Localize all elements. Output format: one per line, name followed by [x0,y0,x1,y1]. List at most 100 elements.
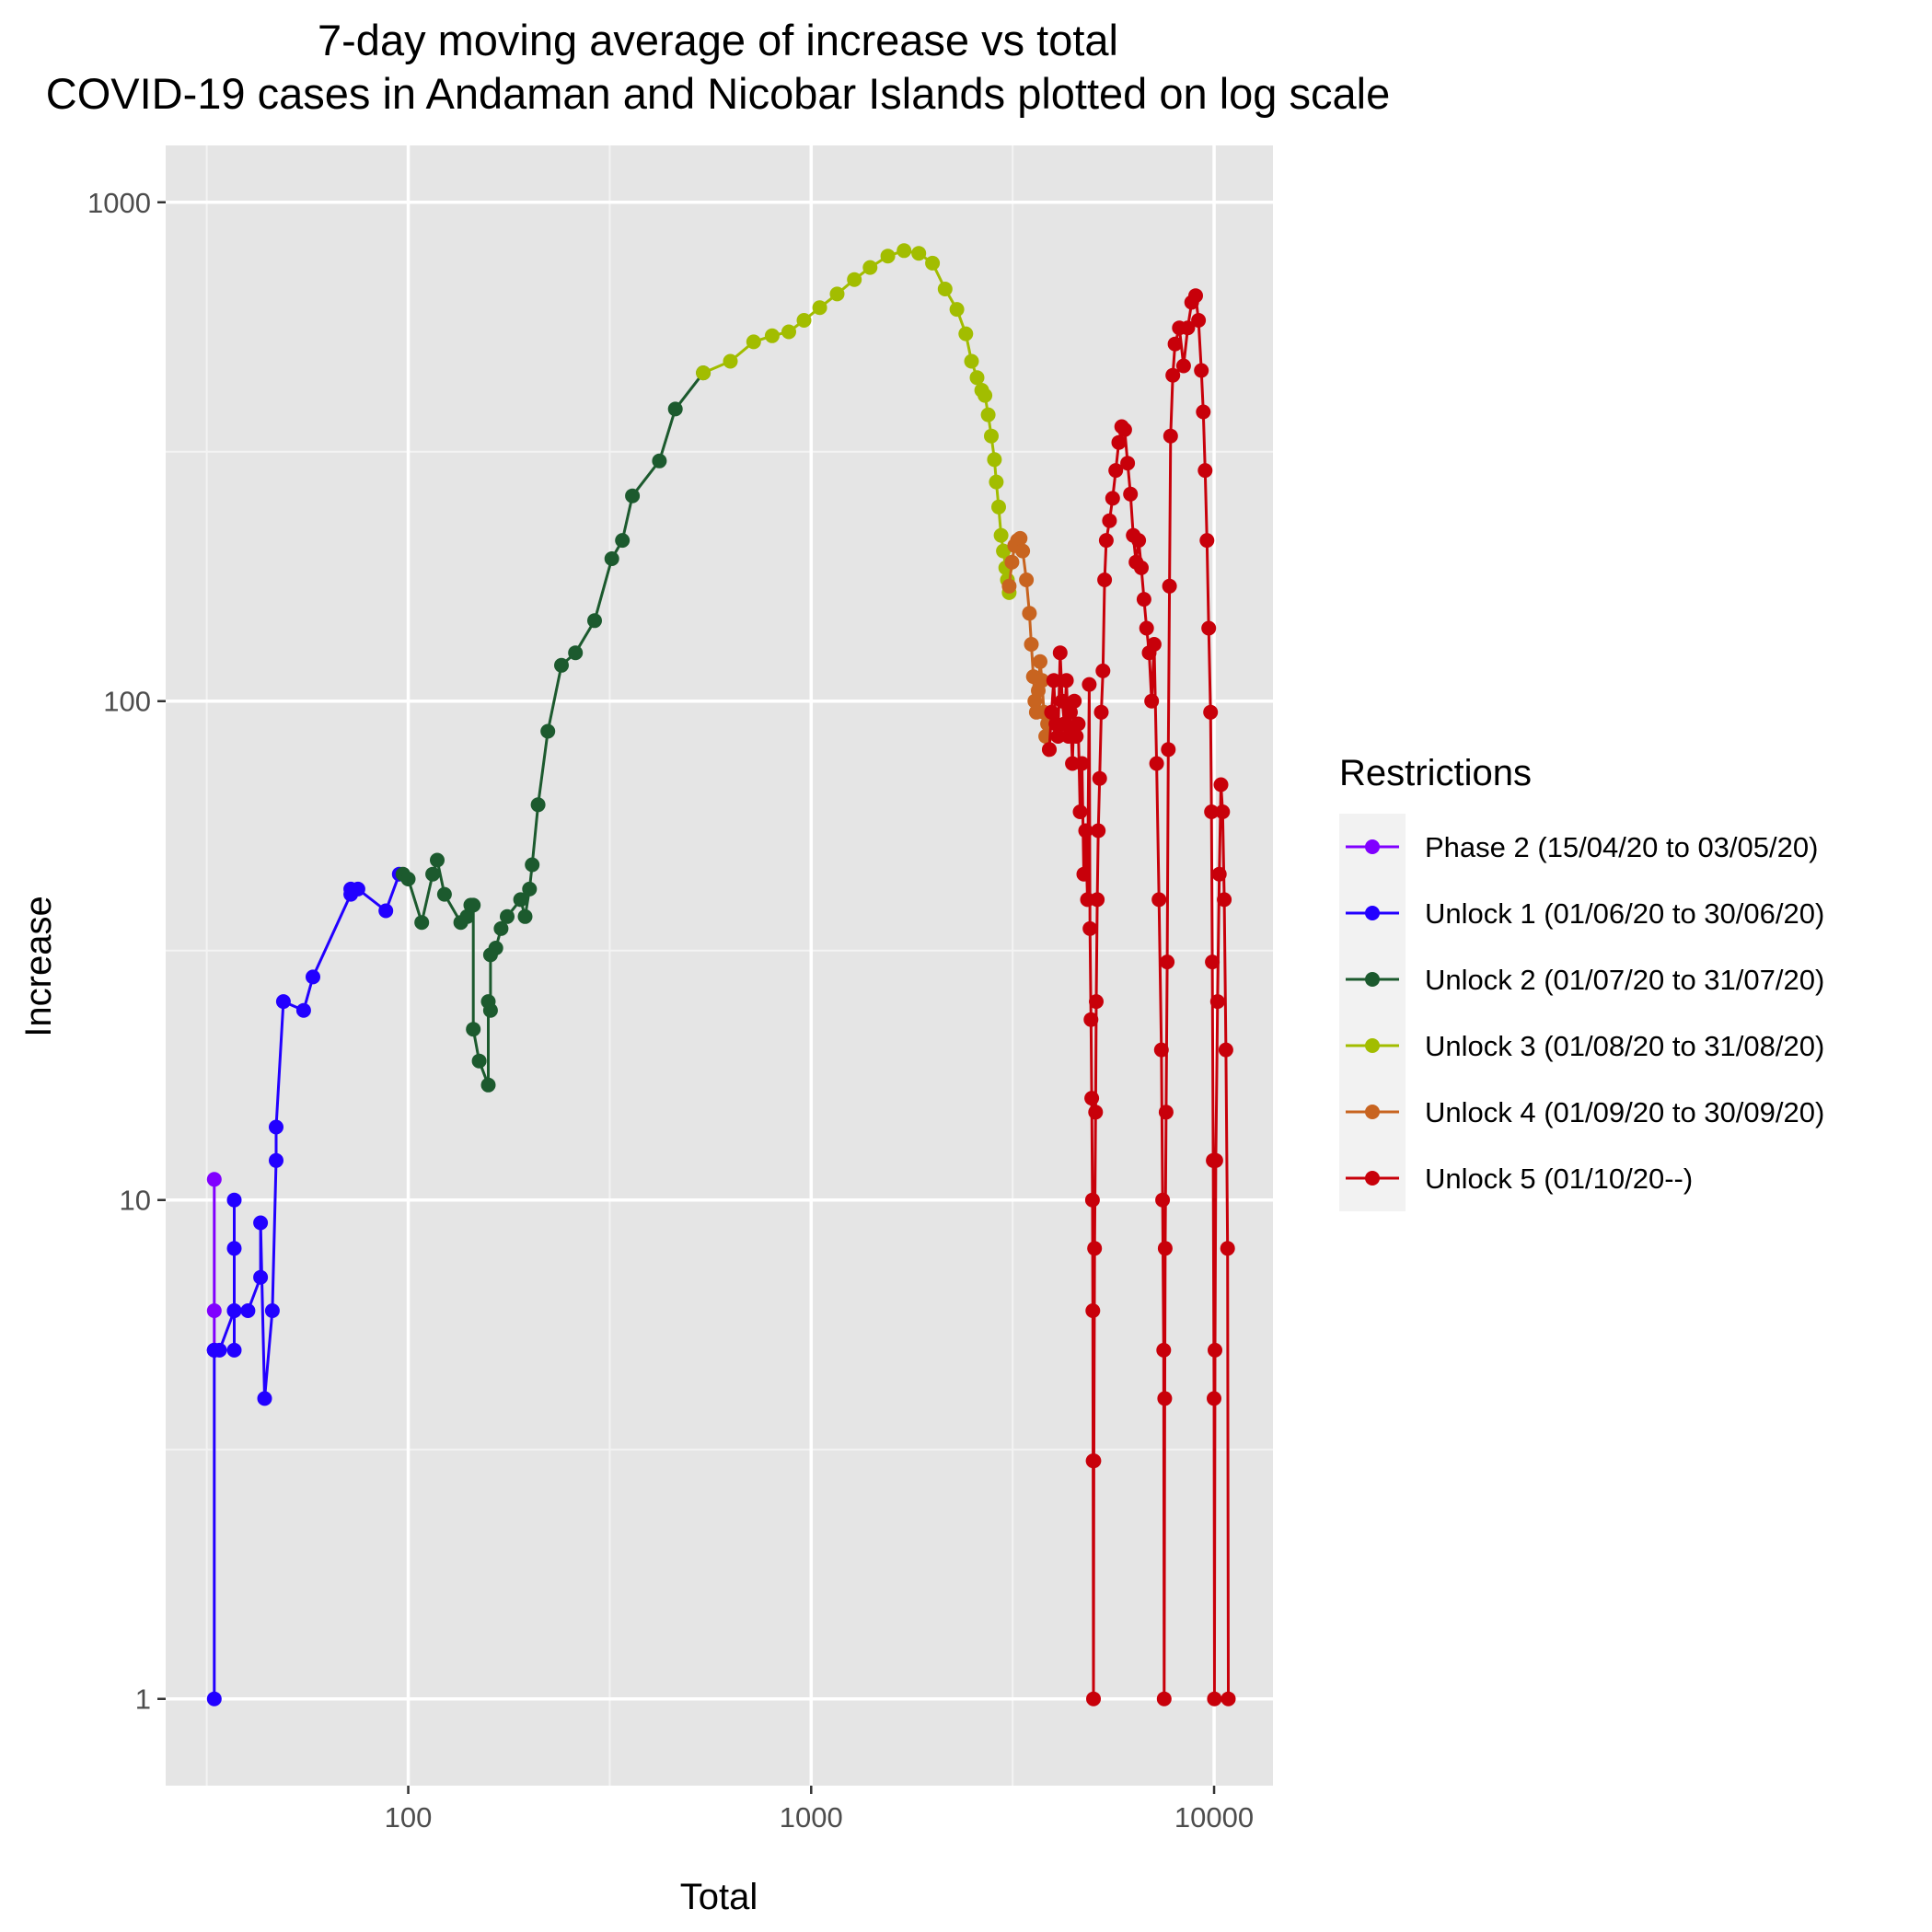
data-point [781,324,796,340]
data-point [1091,823,1106,839]
data-point [1012,530,1028,546]
data-point [530,797,546,813]
data-point [1033,654,1047,669]
data-point [459,908,475,924]
data-point [482,1002,498,1018]
data-point [1211,866,1227,882]
data-point [1188,288,1203,304]
data-point [1208,1152,1223,1168]
data-point [1213,777,1229,792]
title-line-1: 7-day moving average of increase vs tota… [318,16,1118,64]
data-point [1207,1691,1222,1706]
data-point [1111,434,1127,450]
y-tick-label: 1 [135,1683,151,1716]
data-point [1217,892,1232,908]
data-point [513,892,528,908]
data-point [812,300,827,316]
data-point [1082,677,1097,692]
data-point [1175,358,1191,374]
data-point [1095,663,1111,678]
data-point [568,645,584,661]
data-point [1042,742,1057,758]
data-point [554,657,569,673]
data-point [226,1241,242,1256]
x-axis-ticks: 100 1000 10000 [385,1786,1254,1834]
data-point [1078,823,1093,839]
data-point [1072,804,1088,819]
data-point [378,903,394,919]
data-point [1196,404,1211,420]
data-point [1087,1241,1103,1256]
data-point [615,533,631,549]
data-point [1084,1091,1100,1106]
data-point [949,302,965,318]
data-point [400,872,416,886]
legend-items: Phase 2 (15/04/20 to 03/05/20) Unlock 1 (… [1346,831,1824,1195]
legend-key-point [1365,906,1380,920]
data-point [1022,606,1037,621]
data-point [436,886,452,902]
data-point [1163,428,1178,444]
data-point [625,488,641,503]
legend-title: Restrictions [1339,753,1532,793]
data-point [996,543,1012,559]
data-point [667,401,683,417]
legend: Restrictions Phase 2 (15/04/20 to 03/05/… [1339,753,1824,1211]
data-point [1157,1241,1173,1256]
data-point [1102,513,1117,528]
data-point [1019,573,1035,587]
data-point [1134,560,1149,575]
legend-label: Unlock 5 (01/10/20--) [1425,1163,1693,1195]
legend-label: Phase 2 (15/04/20 to 03/05/20) [1425,831,1818,863]
chart-title: 7-day moving average of increase vs tota… [46,16,1390,118]
data-point [264,1303,280,1318]
series-line [401,372,705,1087]
data-point [1207,1391,1221,1406]
data-point [1203,704,1219,720]
data-point [466,897,481,913]
data-point [1089,994,1104,1010]
legend-label: Unlock 4 (01/09/20 to 30/09/20) [1425,1096,1824,1128]
data-point [1090,892,1105,908]
data-point [253,1215,269,1231]
legend-item: Unlock 2 (01/07/20 to 31/07/20) [1346,964,1824,996]
data-point [269,1119,283,1135]
data-point [517,908,533,924]
legend-key-point [1365,1038,1380,1053]
x-axis-title: Total [680,1877,758,1917]
data-point [1157,1391,1173,1406]
data-point [1162,578,1177,594]
data-point [980,407,996,422]
data-point [991,499,1006,515]
x-tick-label: 10000 [1174,1801,1254,1834]
title-line-2: COVID-19 cases in Andaman and Nicobar Is… [46,69,1390,118]
data-point [1085,1303,1101,1318]
data-point [1180,320,1196,336]
legend-label: Unlock 1 (01/06/20 to 30/06/20) [1425,897,1824,930]
data-point [1046,673,1061,688]
data-point [1156,1691,1172,1706]
data-point [206,1691,222,1706]
data-point [969,370,985,386]
data-point [1097,573,1113,587]
data-point [1199,533,1215,549]
data-point [1076,866,1092,882]
data-point [525,857,540,873]
data-point [1069,729,1084,744]
data-point [1050,729,1066,744]
data-point [425,866,441,882]
data-point [1044,704,1059,720]
data-point [206,1172,222,1187]
data-point [522,881,538,897]
legend-item: Unlock 1 (01/06/20 to 30/06/20) [1346,897,1824,930]
data-point [1116,422,1132,437]
legend-item: Unlock 5 (01/10/20--) [1346,1163,1693,1195]
data-point [350,881,365,897]
data-point [1205,954,1221,970]
data-point [1201,620,1217,636]
data-point [471,1053,487,1069]
grid-minor [166,145,1273,1786]
data-point [652,453,667,469]
data-point [993,527,1009,543]
data-point [1139,620,1154,636]
